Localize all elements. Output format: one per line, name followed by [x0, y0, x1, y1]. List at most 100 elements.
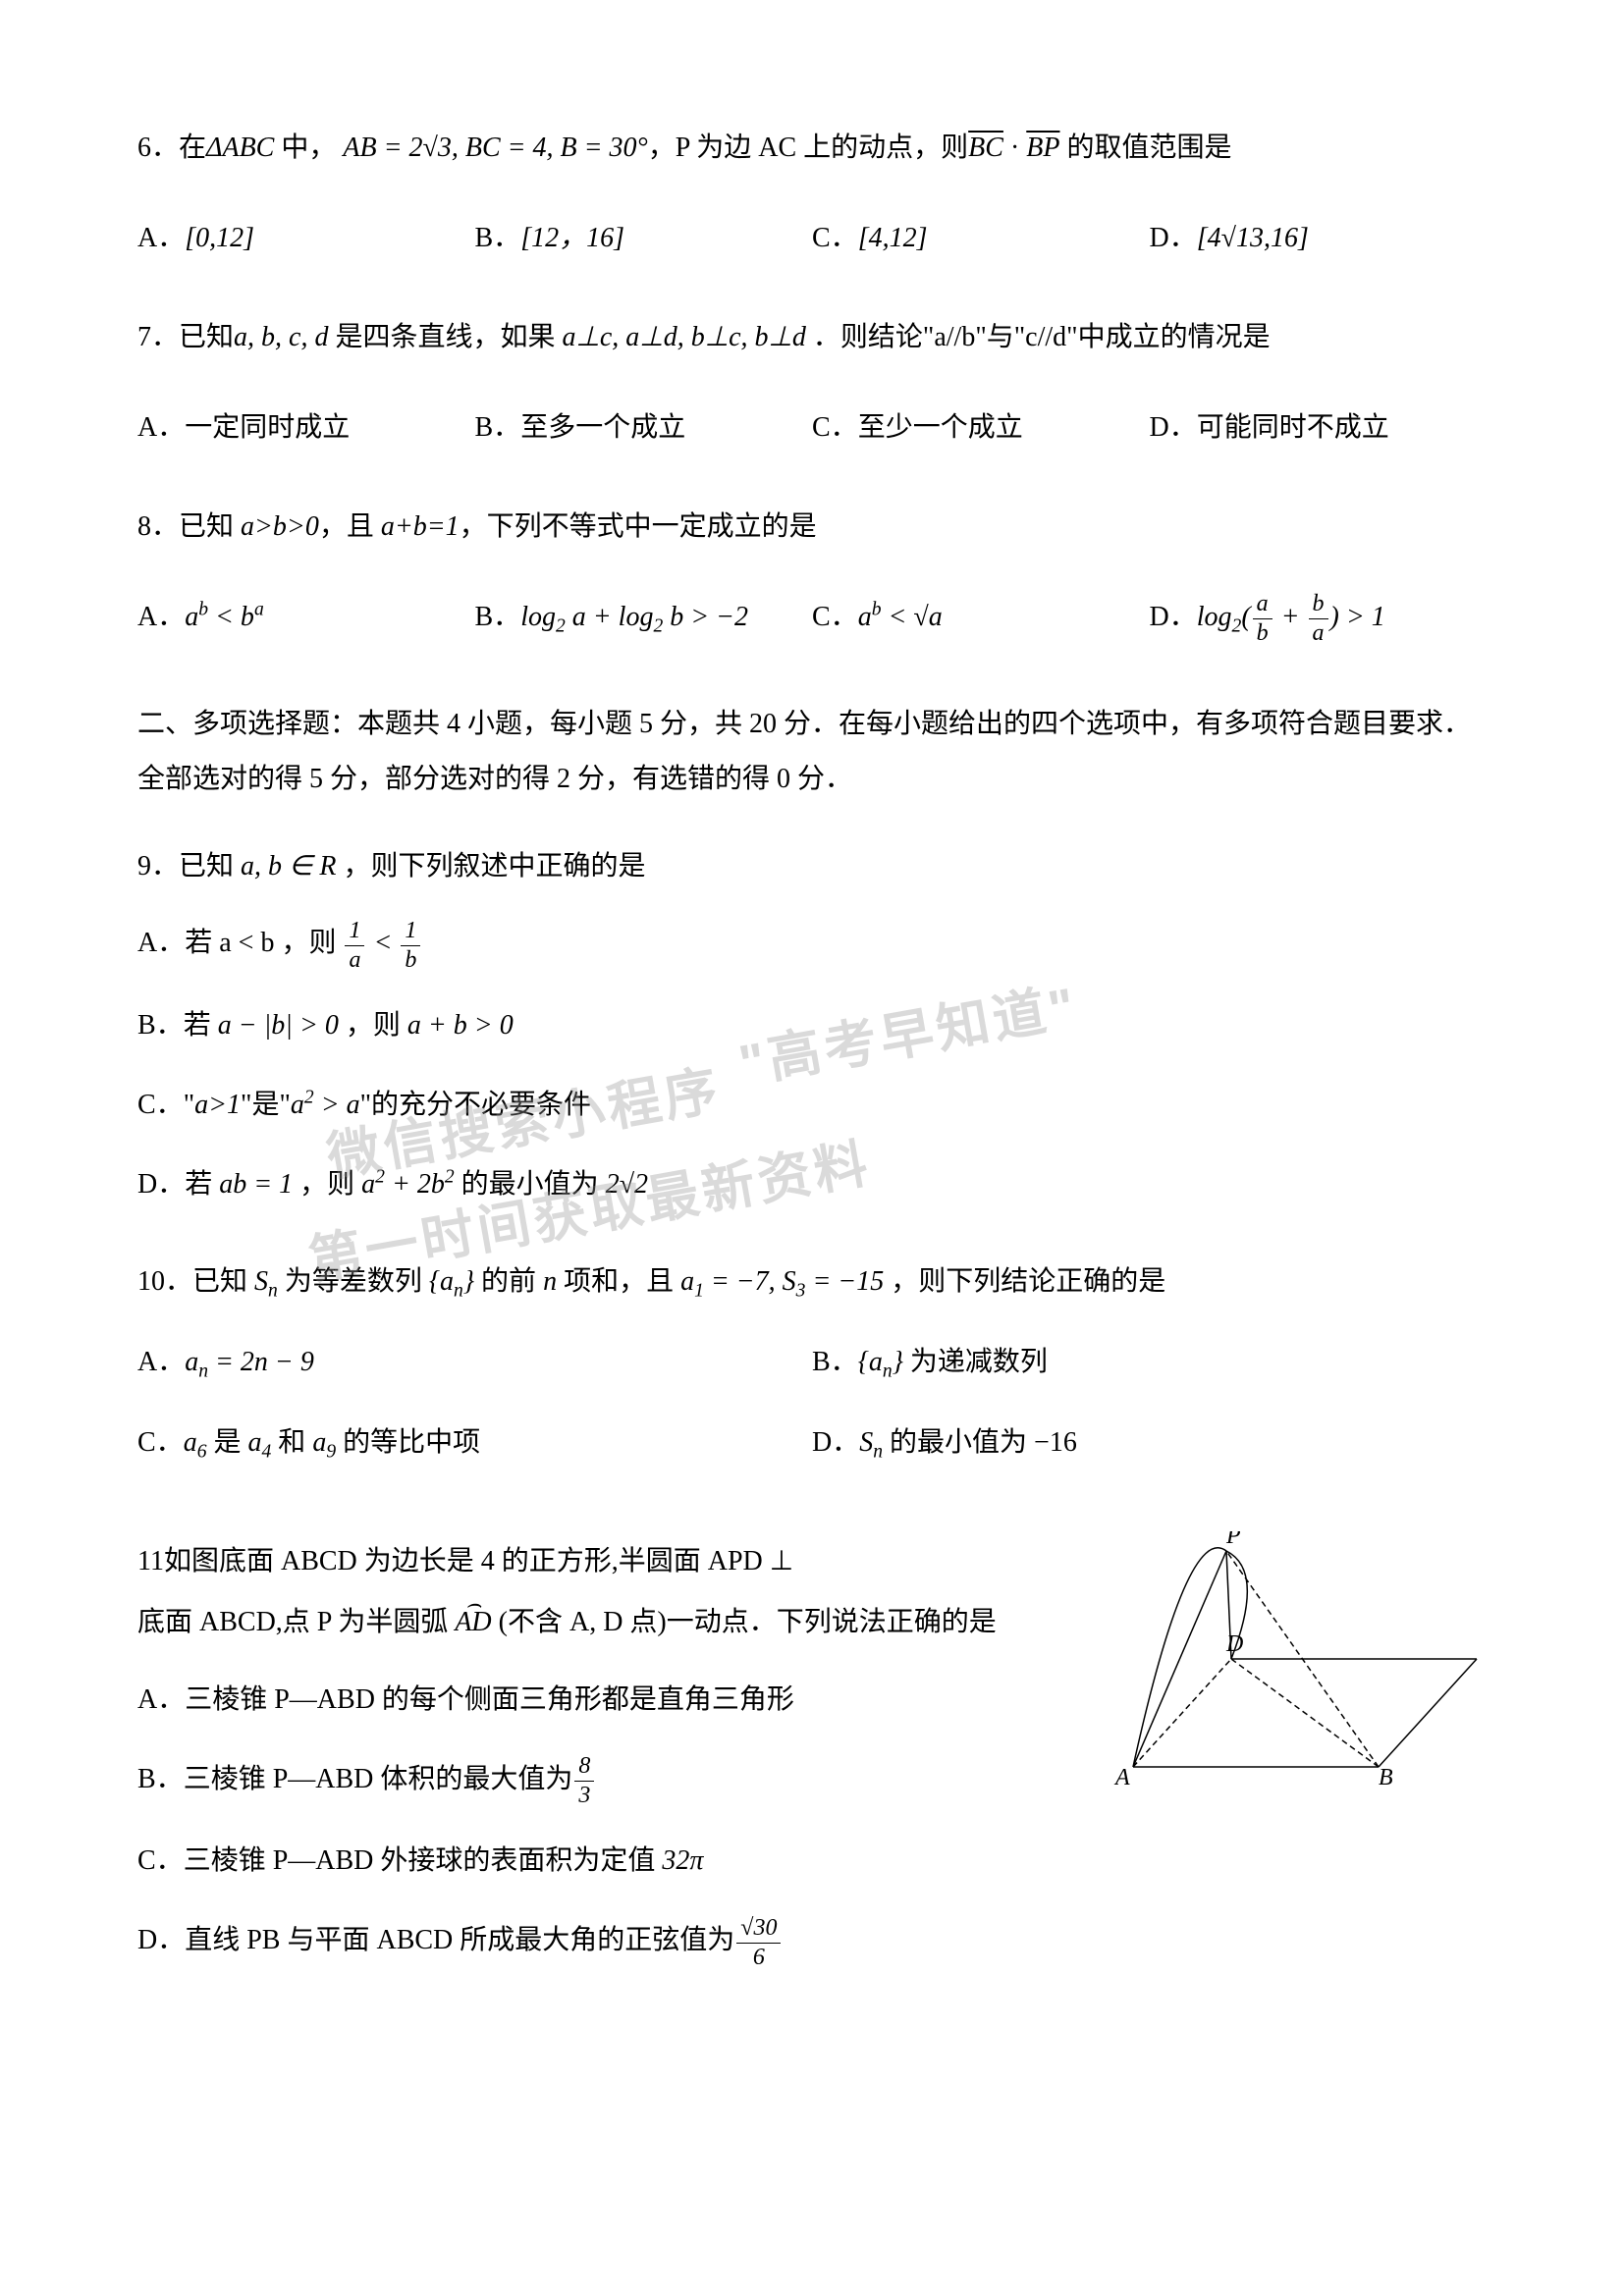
q7-opt-d-val: 可能同时不成立 — [1197, 412, 1389, 443]
q7-option-b: B．至多一个成立 — [475, 398, 813, 458]
q11-option-c: C．三棱锥 P—ABD 外接球的表面积为定值 32π — [137, 1834, 1487, 1889]
section-2-header: 二、多项选择题：本题共 4 小题，每小题 5 分，共 20 分．在每小题给出的四… — [137, 697, 1487, 807]
q11-opt-d-frac: √306 — [736, 1914, 781, 1972]
question-11-stem: 11如图底面 ABCD 为边长是 4 的正方形,半圆面 APD ⊥ 底面 ABC… — [137, 1531, 1094, 1652]
q11-line2-suffix: (不含 A, D 点)一动点．下列说法正确的是 — [499, 1607, 997, 1637]
q11-opt-d-prefix: 直线 PB 与平面 ABCD 所成最大角的正弦值为 — [185, 1925, 734, 1955]
q11-opt-a-val: 三棱锥 P—ABD 的每个侧面三角形都是直角三角形 — [185, 1684, 794, 1715]
q7-number: 7． — [137, 322, 179, 352]
q6-opt-a-val: [0,12] — [185, 223, 254, 253]
q11-d-num: √30 — [736, 1914, 781, 1944]
q6-prefix: 在 — [179, 133, 206, 163]
q11-opt-b-prefix: 三棱锥 P—ABD 体积的最大值为 — [184, 1764, 573, 1794]
q6-option-a: A．[0,12] — [137, 208, 475, 269]
q7-option-a: A．一定同时成立 — [137, 398, 475, 458]
q8-option-b: B．log2 a + log2 b > −2 — [475, 587, 813, 648]
q7-option-d: D．可能同时不成立 — [1150, 398, 1488, 458]
q6-vec-bp: BP — [1026, 133, 1059, 163]
q8-number: 8． — [137, 511, 179, 542]
q7-perp: a⊥c, a⊥d, b⊥c, b⊥d — [555, 322, 812, 352]
q7-opt-c-val: 至少一个成立 — [858, 412, 1023, 443]
q8-opt-d-val: log2(ab + ba) > 1 — [1197, 602, 1385, 632]
q10-opt-d-val: Sn 的最小值为 −16 — [859, 1427, 1077, 1458]
q7-prefix: 已知 — [179, 322, 234, 352]
q8-options: A．ab < ba B．log2 a + log2 b > −2 C．ab < … — [137, 587, 1487, 648]
q11-container: 11如图底面 ABCD 为边长是 4 的正方形,半圆面 APD ⊥ 底面 ABC… — [137, 1531, 1487, 1834]
q11-b-num: 8 — [574, 1752, 594, 1782]
q6-opt-b-val: [12，16] — [520, 223, 624, 253]
q6-options: A．[0,12] B．[12，16] C．[4,12] D．[4√13,16] — [137, 208, 1487, 269]
q11-number: 11 — [137, 1546, 164, 1576]
q6-cond: AB = 2√3, BC = 4, B = 30° — [336, 133, 647, 163]
svg-text:B: B — [1379, 1765, 1393, 1787]
q10-option-b: B．{an} 为递减数列 — [812, 1332, 1487, 1393]
question-8: 8．已知 a>b>0，且 a+b=1，下列不等式中一定成立的是 A．ab < b… — [137, 497, 1487, 647]
q6-opt-d-val: [4√13,16] — [1197, 223, 1309, 253]
q11-option-a: A．三棱锥 P—ABD 的每个侧面三角形都是直角三角形 — [137, 1673, 1094, 1728]
svg-text:P: P — [1225, 1531, 1241, 1549]
q10-opt-c-val: a6 是 a4 和 a9 的等比中项 — [184, 1427, 480, 1458]
q6-option-b: B．[12，16] — [475, 208, 813, 269]
question-9: 9．已知 a, b ∈ R ，则下列叙述中正确的是 A．若 a < b ，则 1… — [137, 836, 1487, 1212]
q8-option-a: A．ab < ba — [137, 587, 475, 648]
q9-option-a: A．若 a < b ，则 1a < 1b — [137, 916, 1487, 974]
q11-figure: ABCDP — [1113, 1531, 1487, 1809]
q9-opt-b-val: 若 a − |b| > 0 ，则 a + b > 0 — [184, 1010, 514, 1041]
question-8-stem: 8．已知 a>b>0，且 a+b=1，下列不等式中一定成立的是 — [137, 497, 1487, 558]
q7-option-c: C．至少一个成立 — [812, 398, 1150, 458]
q6-option-c: C．[4,12] — [812, 208, 1150, 269]
q6-opt-c-val: [4,12] — [858, 223, 928, 253]
q9-option-d: D．若 ab = 1 ，则 a2 + 2b2 的最小值为 2√2 — [137, 1157, 1487, 1212]
q7-mid1: 是四条直线，如果 — [328, 322, 555, 352]
q11-option-b: B．三棱锥 P—ABD 体积的最大值为83 — [137, 1752, 1094, 1810]
q6-number: 6． — [137, 133, 179, 163]
q8-option-c: C．ab < √a — [812, 587, 1150, 648]
q8-option-d: D．log2(ab + ba) > 1 — [1150, 587, 1488, 648]
q11-line2-prefix: 底面 ABCD,点 P 为半圆弧 — [137, 1607, 448, 1637]
q11-option-d: D．直线 PB 与平面 ABCD 所成最大角的正弦值为√306 — [137, 1913, 1487, 1971]
question-6-stem: 6．在ΔABC 中， AB = 2√3, BC = 4, B = 30°，P 为… — [137, 118, 1487, 179]
q10-cond: a1 = −7, S3 = −15 — [680, 1266, 884, 1297]
q10-option-c: C．a6 是 a4 和 a9 的等比中项 — [137, 1413, 812, 1473]
exam-page: "高考早知道" 微信搜索小程序 第一时间获取最新资料 6．在ΔABC 中， AB… — [0, 0, 1624, 2296]
q7-mid2: ．则结论"a//b"与"c//d"中成立的情况是 — [813, 322, 1271, 352]
question-7: 7．已知a, b, c, d 是四条直线，如果 a⊥c, a⊥d, b⊥c, b… — [137, 307, 1487, 457]
q8-opt-a-val: ab < ba — [185, 602, 264, 632]
q9-opt-a-prefix: 若 a < b ，则 — [185, 928, 343, 958]
q10-opt-a-val: an = 2n − 9 — [185, 1347, 314, 1377]
svg-text:D: D — [1225, 1631, 1243, 1657]
question-10: 10．已知 Sn 为等差数列 {an} 的前 n 项和，且 a1 = −7, S… — [137, 1252, 1487, 1492]
q6-vec-bc: BC — [968, 133, 1003, 163]
question-10-stem: 10．已知 Sn 为等差数列 {an} 的前 n 项和，且 a1 = −7, S… — [137, 1252, 1487, 1312]
q11-b-den: 3 — [574, 1782, 594, 1810]
q7-opt-b-val: 至多一个成立 — [520, 412, 685, 443]
q11-line1: 如图底面 ABCD 为边长是 4 的正方形,半圆面 APD ⊥ — [164, 1546, 793, 1576]
q9-option-c: C．"a>1"是"a2 > a"的充分不必要条件 — [137, 1078, 1487, 1133]
q10-opt-b-val: {an} 为递减数列 — [858, 1347, 1048, 1377]
q9-opt-a-frac: 1a < 1b — [343, 928, 422, 958]
q11-opt-b-frac: 83 — [574, 1752, 594, 1810]
q9-option-b: B．若 a − |b| > 0 ，则 a + b > 0 — [137, 998, 1487, 1053]
q9-number: 9． — [137, 851, 179, 881]
q6-math: ΔABC — [206, 133, 274, 163]
q10-number: 10． — [137, 1266, 192, 1297]
q7-vars: a, b, c, d — [234, 322, 328, 352]
q7-options: A．一定同时成立 B．至多一个成立 C．至少一个成立 D．可能同时不成立 — [137, 398, 1487, 458]
q10-option-d: D．Sn 的最小值为 −16 — [812, 1413, 1487, 1473]
geometry-diagram: ABCDP — [1113, 1531, 1487, 1787]
question-7-stem: 7．已知a, b, c, d 是四条直线，如果 a⊥c, a⊥d, b⊥c, b… — [137, 307, 1487, 368]
q6-suffix: 的取值范围是 — [1066, 133, 1231, 163]
q11-opt-c-val: 三棱锥 P—ABD 外接球的表面积为定值 32π — [184, 1845, 704, 1876]
q6-option-d: D．[4√13,16] — [1150, 208, 1488, 269]
q7-opt-a-val: 一定同时成立 — [185, 412, 350, 443]
q9-opt-d-val: 若 ab = 1 ，则 a2 + 2b2 的最小值为 2√2 — [185, 1169, 648, 1200]
question-9-stem: 9．已知 a, b ∈ R ，则下列叙述中正确的是 — [137, 836, 1487, 897]
q11-text: 11如图底面 ABCD 为边长是 4 的正方形,半圆面 APD ⊥ 底面 ABC… — [137, 1531, 1113, 1834]
q10-option-a: A．an = 2n − 9 — [137, 1332, 812, 1393]
q8-opt-c-val: ab < √a — [858, 602, 943, 632]
question-11: 11如图底面 ABCD 为边长是 4 的正方形,半圆面 APD ⊥ 底面 ABC… — [137, 1531, 1487, 1971]
svg-text:A: A — [1113, 1765, 1130, 1787]
q8-opt-b-val: log2 a + log2 b > −2 — [520, 602, 748, 632]
q11-arc: AD — [455, 1592, 491, 1653]
q11-d-den: 6 — [736, 1944, 781, 1972]
